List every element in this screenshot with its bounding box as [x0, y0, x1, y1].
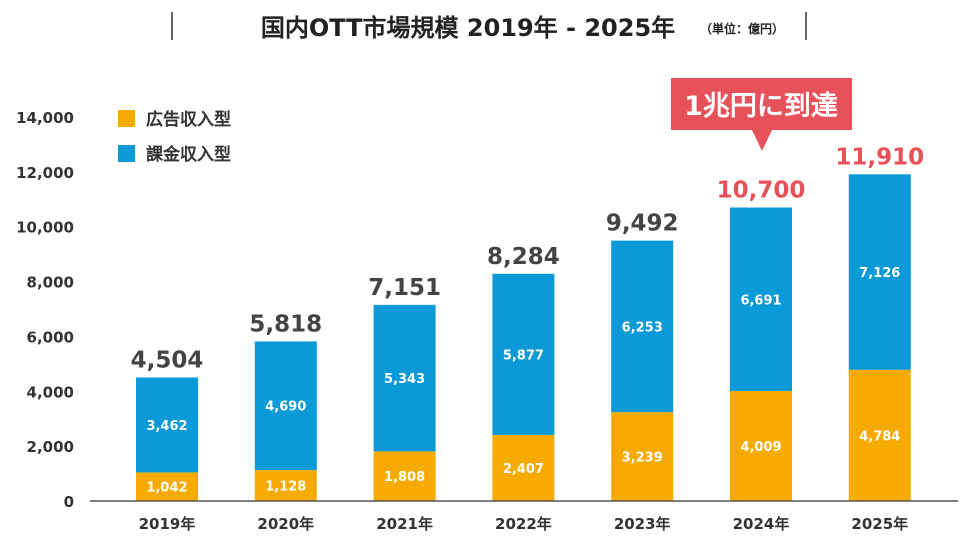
segment-value-label: 6,691 [740, 293, 781, 308]
bar-segment-ad [373, 451, 436, 501]
y-tick-label: 14,000 [16, 109, 74, 127]
unit-note: （単位：億円） [700, 21, 784, 36]
segment-value-label: 3,462 [146, 419, 187, 434]
x-tick-label: 2020年 [257, 515, 314, 533]
segment-value-label: 1,042 [146, 481, 187, 496]
total-value-label: 8,284 [487, 244, 560, 270]
segment-value-label: 7,126 [859, 266, 900, 281]
legend-label-subscription: 課金収入型 [146, 144, 231, 165]
x-tick-label: 2022年 [495, 515, 552, 533]
y-tick-label: 2,000 [27, 438, 74, 456]
segment-value-label: 5,877 [503, 348, 544, 363]
callout-text: 1兆円に到達 [684, 91, 838, 122]
legend-swatch-ad [118, 110, 135, 127]
y-tick-label: 6,000 [27, 328, 74, 346]
legend-label-ad: 広告収入型 [146, 109, 231, 130]
total-value-label: 9,492 [606, 211, 679, 237]
bar-segment-ad [730, 391, 792, 501]
chart-title: 国内OTT市場規模 2019年 - 2025年 [261, 14, 675, 42]
segment-value-label: 6,253 [622, 320, 663, 335]
bar-segment-ad [254, 470, 317, 501]
segment-value-label: 2,407 [503, 462, 544, 477]
x-tick-label: 2024年 [733, 515, 790, 533]
bar-segment-subscription [373, 304, 436, 452]
total-value-label: 10,700 [717, 178, 806, 204]
y-tick-label: 8,000 [27, 274, 74, 292]
bar-segment-subscription [848, 174, 911, 370]
segment-value-label: 4,784 [859, 429, 900, 444]
bar-segment-subscription [611, 240, 674, 413]
bars: 1,042 3,462 4,504 1,128 4,690 5,818 1,808 5,343… [131, 144, 924, 501]
bar-segment-ad [611, 412, 674, 501]
segment-value-label: 1,128 [265, 480, 306, 495]
segment-value-label: 4,009 [740, 440, 781, 455]
segment-value-label: 5,343 [384, 372, 425, 387]
total-value-label: 7,151 [368, 275, 441, 301]
total-value-label: 4,504 [131, 347, 204, 373]
x-tick-label: 2021年 [376, 515, 433, 533]
segment-value-label: 3,239 [622, 451, 663, 466]
x-tick-label: 2023年 [614, 515, 671, 533]
x-tick-label: 2025年 [851, 515, 908, 533]
bar-segment-subscription [254, 341, 317, 471]
y-axis: 0 2,000 4,000 6,000 8,000 10,000 12,000 14,000 [16, 109, 74, 511]
segment-value-label: 4,690 [265, 400, 306, 415]
bar-segment-subscription [136, 377, 198, 473]
callout-bubble [671, 78, 852, 151]
annotation-callout: 1兆円に到達 [671, 78, 852, 151]
segment-value-label: 1,808 [384, 470, 425, 485]
x-tick-label: 2019年 [139, 515, 196, 533]
y-tick-label: 12,000 [16, 164, 74, 182]
legend-swatch-subscription [118, 145, 135, 162]
total-value-label: 5,818 [249, 311, 322, 337]
bar-segment-ad [492, 434, 555, 501]
y-tick-label: 10,000 [16, 219, 74, 237]
total-value-label: 11,910 [835, 144, 924, 170]
x-axis: 2019年 2020年 2021年 2022年 2023年 2024年 2025年 [139, 515, 909, 533]
bar-segment-ad [136, 472, 198, 501]
bar-segment-ad [848, 369, 911, 501]
bar-segment-subscription [730, 207, 792, 392]
bar-segment-subscription [492, 273, 555, 435]
y-tick-label: 0 [64, 493, 74, 511]
legend: 広告収入型 課金収入型 [118, 109, 231, 165]
y-tick-label: 4,000 [27, 383, 74, 401]
